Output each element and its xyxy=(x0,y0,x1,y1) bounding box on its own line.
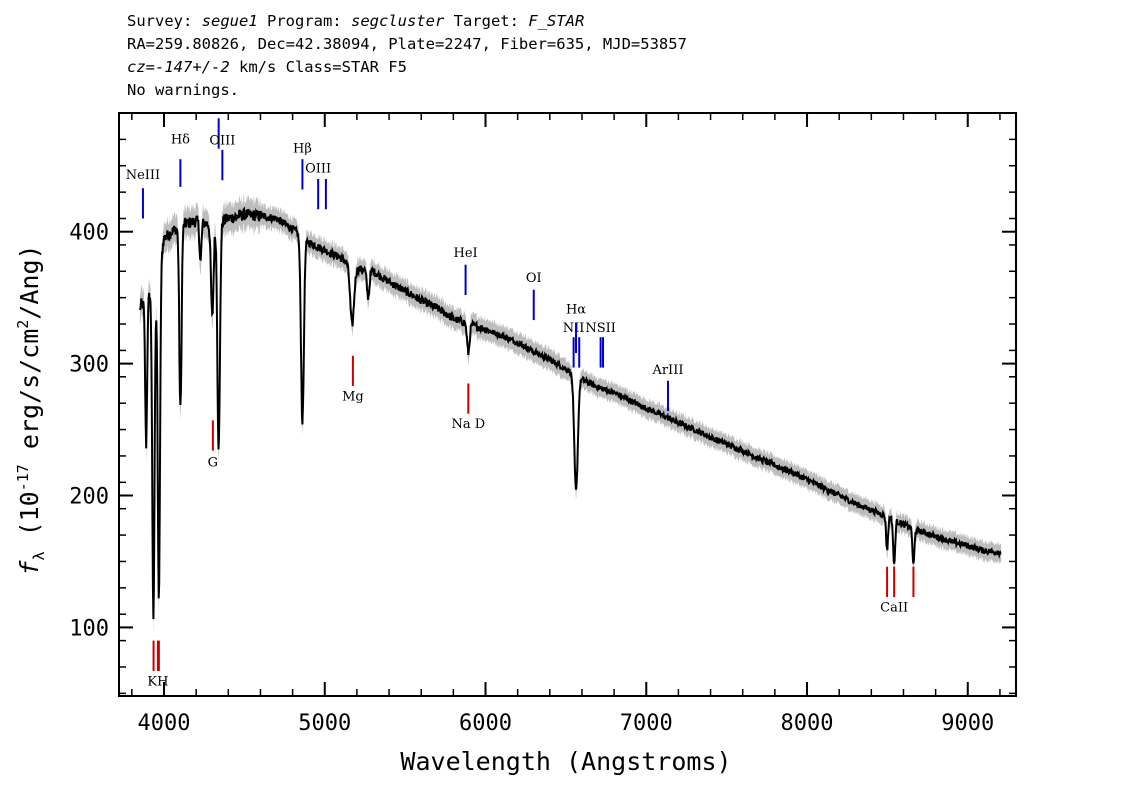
emission-line-label: ArIII xyxy=(651,363,683,378)
y-axis-title: fλ (10-17 erg/s/cm2/Ang) xyxy=(14,244,48,575)
x-tick-label: 4000 xyxy=(138,711,191,736)
absorption-line-label: G xyxy=(208,455,218,470)
y-tick-label: 100 xyxy=(69,616,109,641)
y-tick-label: 300 xyxy=(69,353,109,378)
emission-line-label: NeIII xyxy=(126,168,160,183)
plot-area xyxy=(138,194,1002,634)
y-tick-label: 200 xyxy=(69,485,109,510)
header-line-redshift: cz=-147+/-2 km/s Class=STAR F5 xyxy=(127,56,687,79)
spectrum-line xyxy=(138,206,1002,620)
survey-label: Survey: xyxy=(127,12,202,30)
x-tick-label: 9000 xyxy=(941,711,994,736)
x-tick-label: 6000 xyxy=(459,711,512,736)
axis-ticks xyxy=(119,113,1016,696)
header-line-coordinates: RA=259.80826, Dec=42.38094, Plate=2247, … xyxy=(127,35,687,53)
x-tick-label: 8000 xyxy=(781,711,834,736)
emission-line-label: OIII xyxy=(305,161,331,176)
emission-line-label: Hα xyxy=(566,302,586,317)
target-label: Target: xyxy=(444,12,529,30)
tick-labels: 4000 5000 6000 7000 8000 9000 100 200 300 400 xyxy=(69,221,994,736)
absorption-line-label: KH xyxy=(147,674,168,689)
error-band xyxy=(139,194,1002,634)
emission-line-label: OIII xyxy=(209,134,235,149)
line-markers: NeIII Hδ OIII Hβ OIII HeI OI NII Hα NSII ArIII KH G M… xyxy=(126,118,915,689)
absorption-line-label: Na D xyxy=(451,417,485,432)
cz-value: -147+/-2 xyxy=(155,58,230,76)
x-tick-label: 7000 xyxy=(620,711,673,736)
target-value: F_STAR xyxy=(528,12,585,30)
spectrum-header: Survey: segue1 Program: segcluster Targe… xyxy=(127,10,687,102)
class-text: km/s Class=STAR F5 xyxy=(229,58,407,76)
cz-label: cz= xyxy=(127,58,155,76)
program-label: Program: xyxy=(257,12,351,30)
emission-line-label: Hδ xyxy=(171,132,190,147)
header-line-warnings: No warnings. xyxy=(127,81,239,99)
plot-frame xyxy=(118,112,1017,697)
y-tick-label: 400 xyxy=(69,221,109,246)
emission-line-label: NSII xyxy=(585,321,616,336)
emission-line-label: NII xyxy=(563,321,585,336)
x-tick-label: 5000 xyxy=(298,711,351,736)
survey-value: segue1 xyxy=(201,12,258,30)
absorption-line-label: CaII xyxy=(880,601,908,616)
absorption-line-label: Mg xyxy=(342,390,364,405)
emission-line-label: OI xyxy=(526,271,542,286)
header-line-survey: Survey: segue1 Program: segcluster Targe… xyxy=(127,10,687,33)
x-axis-title: Wavelength (Angstroms) xyxy=(400,747,731,776)
program-value: segcluster xyxy=(350,12,445,30)
emission-line-label: Hβ xyxy=(293,142,312,157)
emission-line-label: HeI xyxy=(453,246,477,261)
